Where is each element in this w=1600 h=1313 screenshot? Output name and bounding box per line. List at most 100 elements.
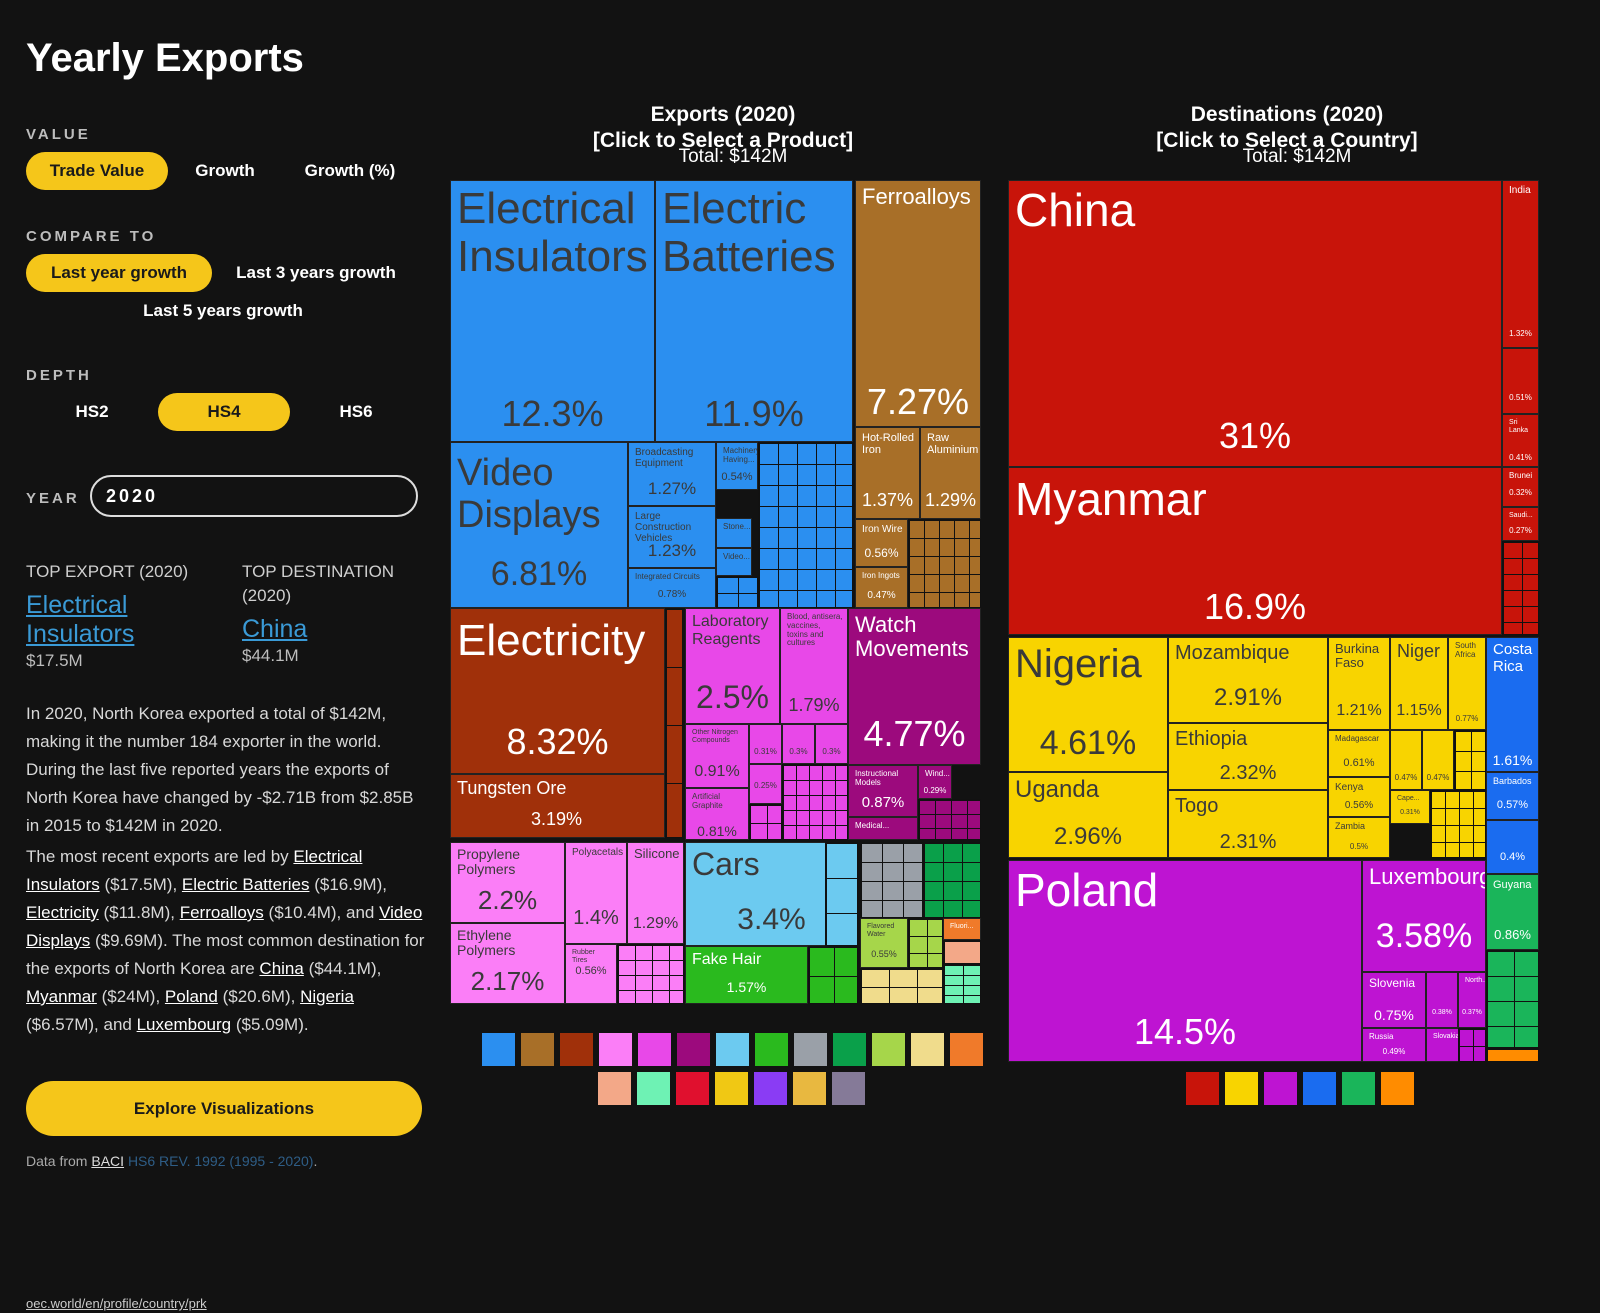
exports-chart-subtitle[interactable]: [Click to Select a Product]	[592, 129, 854, 152]
treemap-tile-video-displays[interactable]: Video Displays 6.81%	[450, 442, 628, 608]
treemap-tile-tungsten-ore[interactable]: Tungsten Ore 3.19%	[450, 774, 665, 838]
top-destination-link[interactable]: China	[242, 615, 308, 643]
treemap-small-tiles-lime[interactable]	[908, 918, 943, 968]
treemap-tile-artificial-graphite[interactable]: Artificial Graphite 0.81%	[685, 788, 749, 840]
treemap-tile-polyacetals[interactable]: Polyacetals 1.4%	[565, 842, 627, 944]
treemap-small-tiles-blue-2[interactable]	[716, 576, 758, 608]
treemap-tile-luxembourg[interactable]: Luxembourg 3.58%	[1362, 860, 1486, 972]
treemap-tile-ethylene-polymers[interactable]: Ethylene Polymers 2.17%	[450, 923, 565, 1004]
legend-swatch[interactable]	[715, 1072, 748, 1105]
treemap-tile-item-2[interactable]: 0.51%	[1502, 348, 1539, 414]
treemap-tile-electric-batteries[interactable]: Electric Batteries 11.9%	[655, 180, 853, 442]
treemap-tile-item-20[interactable]: 0.47%	[1422, 730, 1454, 790]
treemap-tile-blood-antisera-vaccines-toxins-and-cultures[interactable]: Blood, antisera, vaccines, toxins and cu…	[780, 608, 848, 724]
treemap-tile-poland[interactable]: Poland 14.5%	[1008, 860, 1362, 1062]
treemap-tile-machinery-having[interactable]: Machinery Having... 0.54%	[716, 442, 758, 490]
year-input[interactable]: 2020	[90, 475, 418, 517]
treemap-tile-fake-hair[interactable]: Fake Hair 1.57%	[685, 946, 808, 1004]
treemap-tile-costa-rica[interactable]: Costa Rica 1.61%	[1486, 637, 1539, 772]
legend-swatch[interactable]	[677, 1033, 710, 1066]
legend-swatch[interactable]	[1225, 1072, 1258, 1105]
treemap-small-tiles-magenta[interactable]	[1458, 1028, 1486, 1062]
legend-swatch[interactable]	[1381, 1072, 1414, 1105]
legend-swatch[interactable]	[755, 1033, 788, 1066]
link-poland[interactable]: Poland	[164, 987, 218, 1006]
legend-swatch[interactable]	[950, 1033, 983, 1066]
top-export-link[interactable]: Electrical Insulators	[26, 591, 226, 649]
treemap-tile-item-24[interactable]: 0.38%	[1426, 972, 1458, 1028]
treemap-small-tiles-yellow[interactable]	[1430, 790, 1486, 858]
page-url[interactable]: oec.world/en/profile/country/prk	[26, 1296, 207, 1311]
legend-swatch[interactable]	[793, 1072, 826, 1105]
treemap-tile-cape[interactable]: Cape... 0.31%	[1390, 790, 1430, 824]
hs2-button[interactable]: HS2	[75, 402, 109, 421]
treemap-tile-raw-aluminium[interactable]: Raw Aluminium 1.29%	[920, 427, 981, 519]
top-export-name-line2[interactable]: Insulators	[26, 620, 135, 648]
treemap-tile-watch-movements[interactable]: Watch Movements 4.77%	[848, 608, 981, 765]
treemap-tile-brunei[interactable]: Brunei 0.32%	[1502, 467, 1539, 507]
treemap-tile-ethiopia[interactable]: Ethiopia 2.32%	[1168, 723, 1328, 790]
destinations-chart-subtitle[interactable]: [Click to Select a Country]	[1156, 129, 1418, 152]
legend-swatch[interactable]	[716, 1033, 749, 1066]
link-electrical-insulators[interactable]: Electrical Insulators	[26, 847, 363, 894]
treemap-tile-other-nitrogen-compounds[interactable]: Other Nitrogen Compounds 0.91%	[685, 724, 749, 788]
legend-swatch[interactable]	[833, 1033, 866, 1066]
treemap-tile-wind[interactable]: Wind... 0.29%	[918, 765, 952, 799]
treemap-small-tiles-lightpink[interactable]	[617, 944, 684, 1004]
link-myanmar[interactable]: Myanmar	[26, 987, 97, 1006]
link-luxembourg[interactable]: Luxembourg	[136, 1015, 232, 1034]
treemap-tile-item-24[interactable]: 0.25%	[749, 764, 782, 804]
treemap-tile-myanmar[interactable]: Myanmar 16.9%	[1008, 467, 1502, 635]
treemap-small-tiles-pink[interactable]	[782, 764, 848, 840]
treemap-tile-large-construction-vehicles[interactable]: Large Construction Vehicles 1.23%	[628, 506, 716, 568]
treemap-small-tiles-green[interactable]	[1486, 950, 1539, 1048]
treemap-tile-mozambique[interactable]: Mozambique 2.91%	[1168, 637, 1328, 723]
treemap-small-tiles-grey[interactable]	[860, 842, 923, 918]
legend-swatch[interactable]	[638, 1033, 671, 1066]
treemap-tile-south-africa[interactable]: South Africa 0.77%	[1448, 637, 1486, 730]
hs6-button[interactable]: HS6	[339, 402, 373, 421]
treemap-small-tiles-brown[interactable]	[908, 519, 981, 608]
treemap-tile-instructional-models[interactable]: Instructional Models 0.87%	[848, 765, 918, 817]
treemap-tile-propylene-polymers[interactable]: Propylene Polymers 2.2%	[450, 842, 565, 923]
legend-swatch[interactable]	[1186, 1072, 1219, 1105]
growth-percent-button[interactable]: Growth (%)	[304, 161, 396, 180]
treemap-tile-laboratory-reagents[interactable]: Laboratory Reagents 2.5%	[685, 608, 780, 724]
source-baci-link[interactable]: BACI	[91, 1153, 125, 1169]
treemap-tile-burkina-faso[interactable]: Burkina Faso 1.21%	[1328, 637, 1390, 730]
last-3-years-growth-button[interactable]: Last 3 years growth	[236, 263, 396, 282]
legend-swatch[interactable]	[560, 1033, 593, 1066]
growth-button[interactable]: Growth	[195, 161, 255, 180]
treemap-tile-electrical-insulators[interactable]: Electrical Insulators 12.3%	[450, 180, 655, 442]
legend-swatch[interactable]	[754, 1072, 787, 1105]
treemap-tile-guyana[interactable]: Guyana 0.86%	[1486, 874, 1539, 950]
treemap-small-tiles-skyblue[interactable]	[825, 842, 858, 946]
legend-swatch[interactable]	[598, 1072, 631, 1105]
treemap-tile-barbados[interactable]: Barbados 0.57%	[1486, 772, 1539, 820]
legend-swatch[interactable]	[521, 1033, 554, 1066]
trade-value-button[interactable]: Trade Value	[26, 152, 168, 190]
treemap-tile-uganda[interactable]: Uganda 2.96%	[1008, 772, 1168, 858]
legend-swatch[interactable]	[794, 1033, 827, 1066]
legend-swatch[interactable]	[637, 1072, 670, 1105]
top-export-name-line1[interactable]: Electrical	[26, 591, 128, 619]
link-ferroalloys[interactable]: Ferroalloys	[179, 903, 264, 922]
treemap-small-tiles-red[interactable]	[1502, 541, 1539, 635]
treemap-tile-russia[interactable]: Russia 0.49%	[1362, 1028, 1426, 1062]
treemap-small-tiles-cream[interactable]	[860, 968, 943, 1004]
treemap-small-tiles-salmon[interactable]	[943, 940, 981, 964]
treemap-small-tiles-orange[interactable]	[1486, 1048, 1539, 1062]
treemap-tile-item-19[interactable]: 0.47%	[1390, 730, 1422, 790]
treemap-small-tiles-yellow-2[interactable]	[1454, 730, 1486, 790]
treemap-tile-flavored-water[interactable]: Flavored Water 0.55%	[860, 918, 908, 968]
source-revision[interactable]: HS6 REV. 1992 (1995 - 2020)	[127, 1153, 314, 1169]
treemap-tile-broadcasting-equipment[interactable]: Broadcasting Equipment 1.27%	[628, 442, 716, 506]
link-electricity[interactable]: Electricity	[26, 903, 99, 922]
treemap-small-tiles-blue[interactable]	[758, 442, 853, 608]
treemap-tile-electricity[interactable]: Electricity 8.32%	[450, 608, 665, 774]
treemap-tile-item-23[interactable]: 0.3%	[815, 724, 848, 764]
treemap-small-tiles-mint[interactable]	[943, 964, 981, 1004]
treemap-small-tiles-darkgreen[interactable]	[923, 842, 981, 918]
treemap-tile-zambia[interactable]: Zambia 0.5%	[1328, 817, 1390, 858]
treemap-tile-rubber-tires[interactable]: Rubber Tires 0.56%	[565, 944, 617, 1004]
